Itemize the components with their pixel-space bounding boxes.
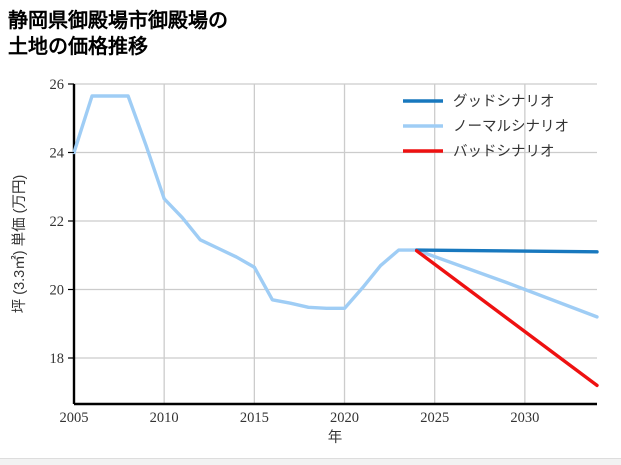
y-axis-title: 坪 (3.3㎡) 単価 (万円) — [11, 175, 28, 314]
y-tick-label: 20 — [50, 283, 65, 299]
y-tick-label: 26 — [50, 77, 65, 93]
legend-label-0: グッドシナリオ — [453, 93, 555, 110]
legend-label-2: バッドシナリオ — [453, 144, 555, 160]
legend-label-1: ノーマルシナリオ — [453, 119, 569, 135]
x-tick-label: 2005 — [60, 410, 89, 426]
x-tick-labels: 2005 2010 2015 2020 2025 2030 — [60, 410, 540, 426]
y-tick-label: 18 — [50, 351, 65, 367]
series-line-bad — [414, 249, 599, 388]
y-tick-label: 24 — [50, 146, 65, 162]
y-tick-label: 22 — [50, 214, 65, 230]
x-tick-label: 2025 — [420, 410, 449, 426]
x-tick-label: 2015 — [240, 410, 269, 426]
x-tick-label: 2030 — [510, 410, 539, 426]
series-line-normal — [72, 94, 599, 319]
series-line-good — [414, 248, 599, 254]
plot-area-background — [74, 84, 597, 404]
x-tick-label: 2010 — [150, 410, 179, 426]
gridlines — [73, 83, 597, 404]
data-series-layer — [72, 94, 599, 388]
bottom-divider — [0, 458, 621, 465]
x-tick-label: 2020 — [330, 410, 359, 426]
y-tick-labels: 18 20 22 24 26 — [50, 77, 74, 367]
page-title: 静岡県御殿場市御殿場の 土地の価格推移 — [8, 10, 228, 59]
x-axis-title: 年 — [328, 429, 343, 446]
